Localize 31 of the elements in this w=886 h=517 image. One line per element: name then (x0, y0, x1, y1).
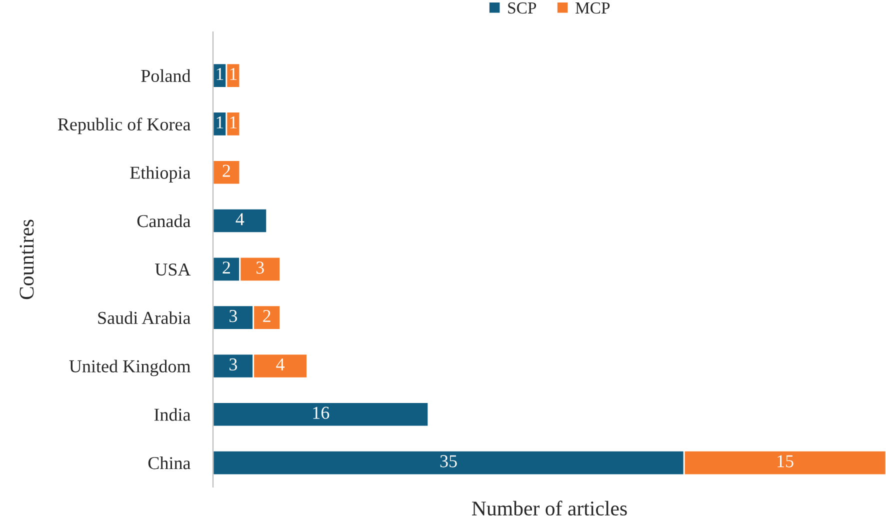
data-label: 3 (256, 262, 264, 274)
data-label: 1 (216, 116, 224, 128)
y-tick-label: Poland (141, 69, 191, 82)
legend-label: SCP (508, 2, 536, 14)
data-label: 15 (778, 455, 794, 468)
y-tick-label: Canada (137, 214, 191, 228)
data-label: 1 (230, 68, 237, 80)
bar (213, 402, 430, 428)
y-axis-title: Countires (20, 220, 34, 300)
y-tick-label: Saudi Arabia (98, 311, 191, 324)
y-tick-label: India (154, 408, 191, 421)
data-label: 1 (230, 116, 237, 128)
data-label: 4 (236, 213, 244, 226)
y-tick-label: China (148, 456, 191, 470)
bar (213, 160, 241, 186)
data-label: 4 (276, 358, 285, 370)
data-label: 2 (222, 164, 230, 177)
data-label: 3 (230, 310, 237, 322)
data-label: 1 (216, 68, 224, 80)
y-tick-label: United Kingdom (69, 360, 190, 376)
bar (213, 208, 268, 234)
data-label: 16 (313, 406, 330, 419)
y-tick-label: Republic of Korea (58, 118, 191, 134)
x-axis-title: Number of articles (472, 500, 627, 516)
data-label: 2 (263, 310, 270, 322)
y-tick-label: USA (155, 263, 191, 276)
data-label: 3 (230, 358, 237, 371)
legend-label: MCP (576, 2, 610, 14)
data-label: 2 (222, 262, 230, 274)
data-label: 35 (440, 455, 457, 468)
y-tick-label: Ethiopia (130, 166, 191, 182)
